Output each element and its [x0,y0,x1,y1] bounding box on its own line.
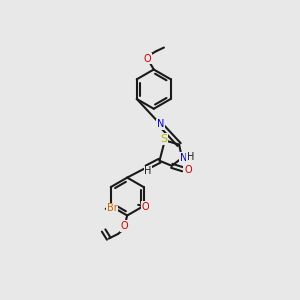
Text: O: O [143,54,151,64]
Text: H: H [144,167,152,176]
Text: H: H [187,152,194,162]
Text: Br: Br [107,203,118,213]
Text: O: O [142,202,149,212]
Text: O: O [121,221,128,231]
Text: S: S [160,134,167,144]
Text: O: O [184,165,192,175]
Text: N: N [180,153,188,163]
Text: N: N [157,119,164,129]
